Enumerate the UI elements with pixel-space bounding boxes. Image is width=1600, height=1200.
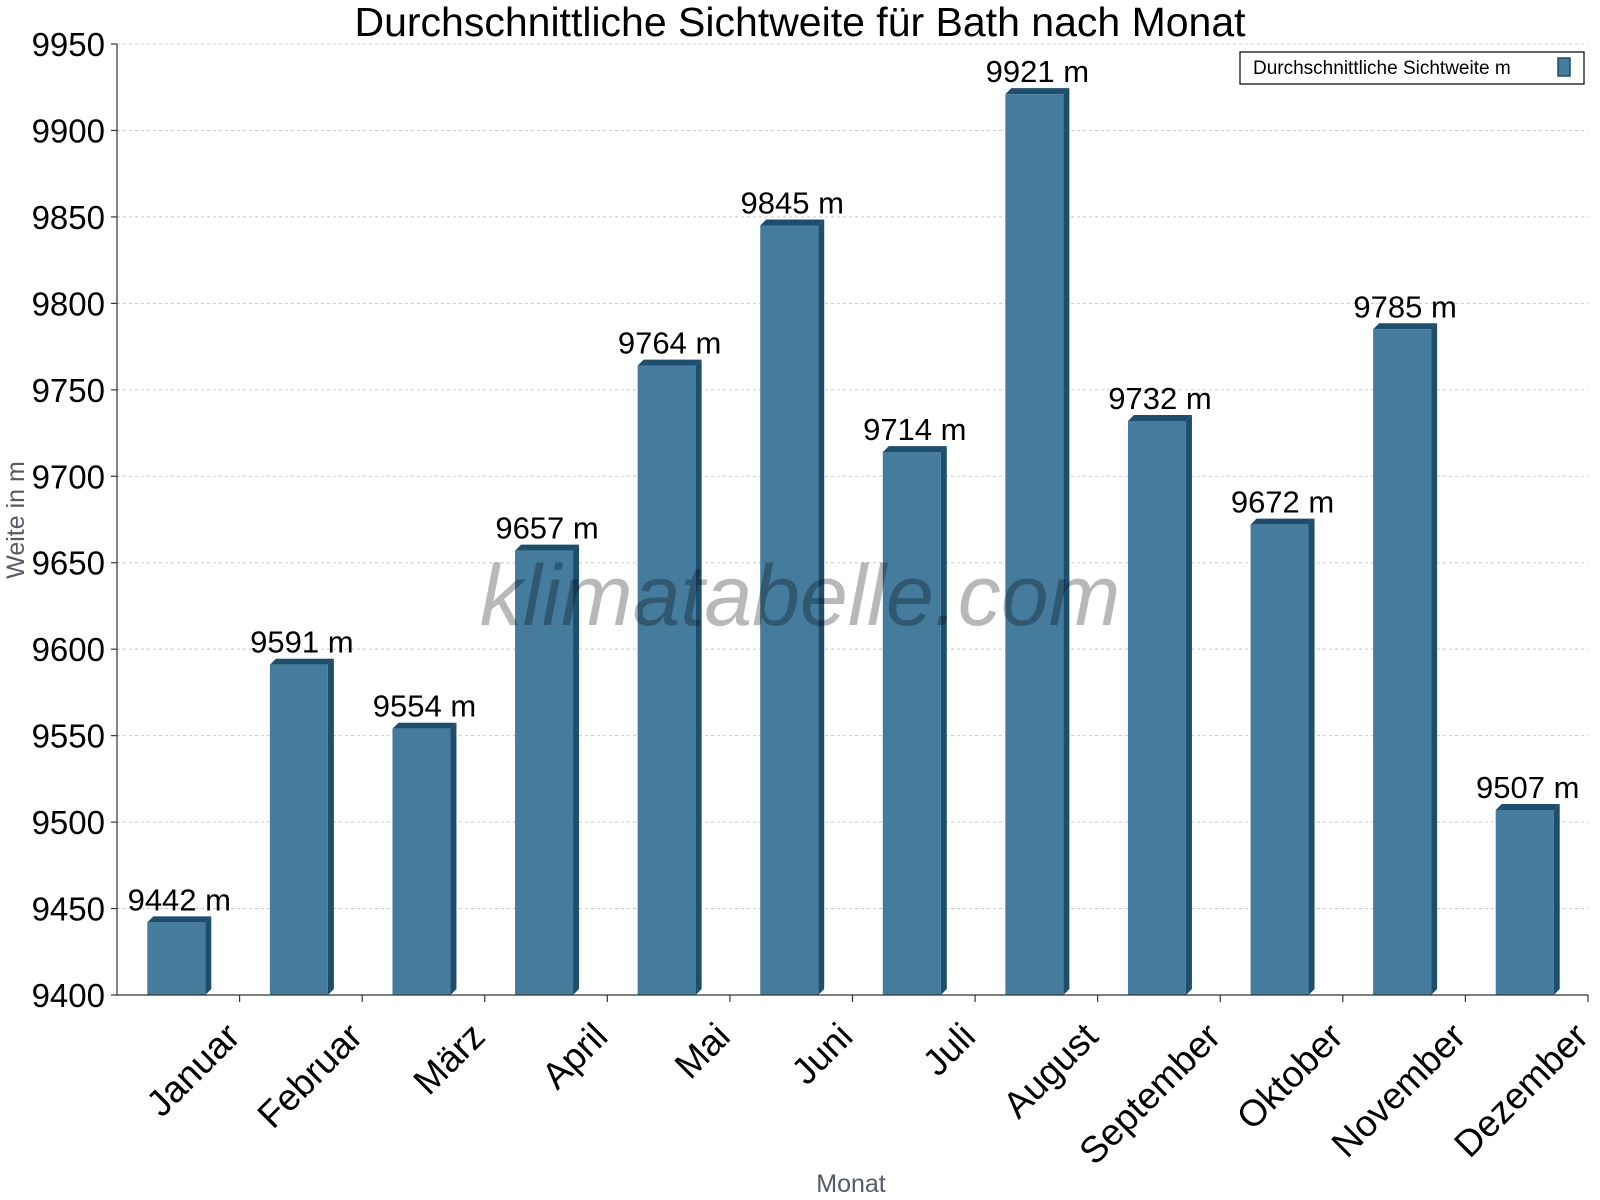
data-label: 9764 m (618, 326, 721, 361)
bar-top (882, 446, 947, 453)
x-tick-label: April (534, 1015, 615, 1096)
bar (637, 365, 696, 995)
chart-title: Durchschnittliche Sichtweite für Bath na… (354, 0, 1246, 45)
bar-side (327, 658, 334, 995)
bar (1127, 420, 1186, 996)
bar (760, 225, 819, 995)
legend: Durchschnittliche Sichtweite m (1239, 51, 1585, 85)
x-tick-label: Juli (915, 1015, 983, 1083)
x-tick-label: Oktober (1229, 1015, 1351, 1137)
bar (392, 728, 451, 995)
bar-top (1495, 803, 1560, 810)
y-tick-label: 9600 (32, 631, 105, 668)
bar-side (205, 916, 212, 995)
x-tick-label: Januar (139, 1015, 248, 1124)
y-tick-label: 9550 (32, 718, 105, 755)
y-tick-label: 9500 (32, 804, 105, 841)
x-tick-label: März (406, 1015, 493, 1102)
bar-side (450, 722, 457, 995)
data-label: 9732 m (1108, 381, 1211, 416)
bar-side (1063, 88, 1070, 996)
x-tick-label: Mai (667, 1015, 738, 1086)
y-axis-ticks: 9400 9450 9500 9550 9600 9650 9700 9750 9800 9850… (32, 26, 117, 1014)
grid-lines (117, 43, 1588, 910)
data-label: 9672 m (1231, 485, 1334, 520)
bar-top (1250, 518, 1315, 525)
data-label: 9785 m (1353, 289, 1456, 324)
legend-box (1239, 51, 1585, 85)
y-axis-title: Weite in m (2, 461, 30, 579)
bar (269, 664, 328, 995)
y-tick-label: 9450 (32, 891, 105, 928)
data-label: 9921 m (986, 54, 1089, 89)
bar (882, 452, 941, 996)
y-tick-label: 9700 (32, 458, 105, 495)
y-tick-label: 9400 (32, 977, 105, 1014)
bar-side (1553, 803, 1560, 995)
bar (1373, 329, 1432, 995)
data-label: 9507 m (1476, 770, 1579, 805)
bar-side (818, 219, 825, 995)
bar-top (1373, 323, 1438, 330)
data-label: 9714 m (863, 412, 966, 447)
x-axis-title: Monat (816, 1170, 886, 1198)
bar-top (147, 916, 212, 923)
bar (1495, 809, 1554, 995)
legend-label: Durchschnittliche Sichtweite m (1253, 58, 1511, 79)
x-axis-ticks: Januar Februar März April Mai Juni Juli AugustS… (139, 995, 1596, 1172)
y-tick-label: 9950 (32, 26, 105, 63)
x-tick-label: Juni (783, 1015, 860, 1092)
bar-top (1005, 88, 1070, 95)
bar-top (760, 219, 825, 226)
bar-top (637, 359, 702, 366)
y-tick-label: 9650 (32, 545, 105, 582)
bar-side (1431, 323, 1438, 995)
watermark: klimatabelle.com (480, 548, 1120, 644)
bar (1250, 524, 1309, 995)
bar-side (1308, 518, 1315, 995)
bar-top (269, 658, 334, 665)
bar-side (695, 359, 702, 995)
y-tick-label: 9900 (32, 112, 105, 149)
bar (515, 550, 574, 995)
data-label: 9657 m (495, 511, 598, 546)
y-tick-label: 9750 (32, 372, 105, 409)
x-tick-label: November (1324, 1015, 1474, 1165)
data-label: 9554 m (373, 689, 476, 724)
bar (1005, 94, 1064, 996)
x-tick-label: Dezember (1446, 1015, 1596, 1165)
x-tick-label: August (995, 1015, 1106, 1126)
data-label: 9442 m (128, 882, 231, 917)
bar-top (1127, 414, 1192, 421)
y-tick-label: 9850 (32, 199, 105, 236)
bar (147, 922, 206, 995)
bar-side (940, 446, 947, 996)
bar-top (392, 722, 457, 729)
bar-top (515, 544, 580, 551)
bars: 9442 m 9591 m 9554 m 9657 m 9764 m 9845 m 9714… (128, 54, 1579, 996)
data-label: 9591 m (250, 625, 353, 660)
data-label: 9845 m (741, 186, 844, 221)
y-tick-label: 9800 (32, 285, 105, 322)
bar-side (573, 544, 580, 995)
x-tick-label: Februar (250, 1015, 371, 1136)
bar-side (1185, 414, 1192, 995)
legend-swatch (1557, 57, 1571, 77)
